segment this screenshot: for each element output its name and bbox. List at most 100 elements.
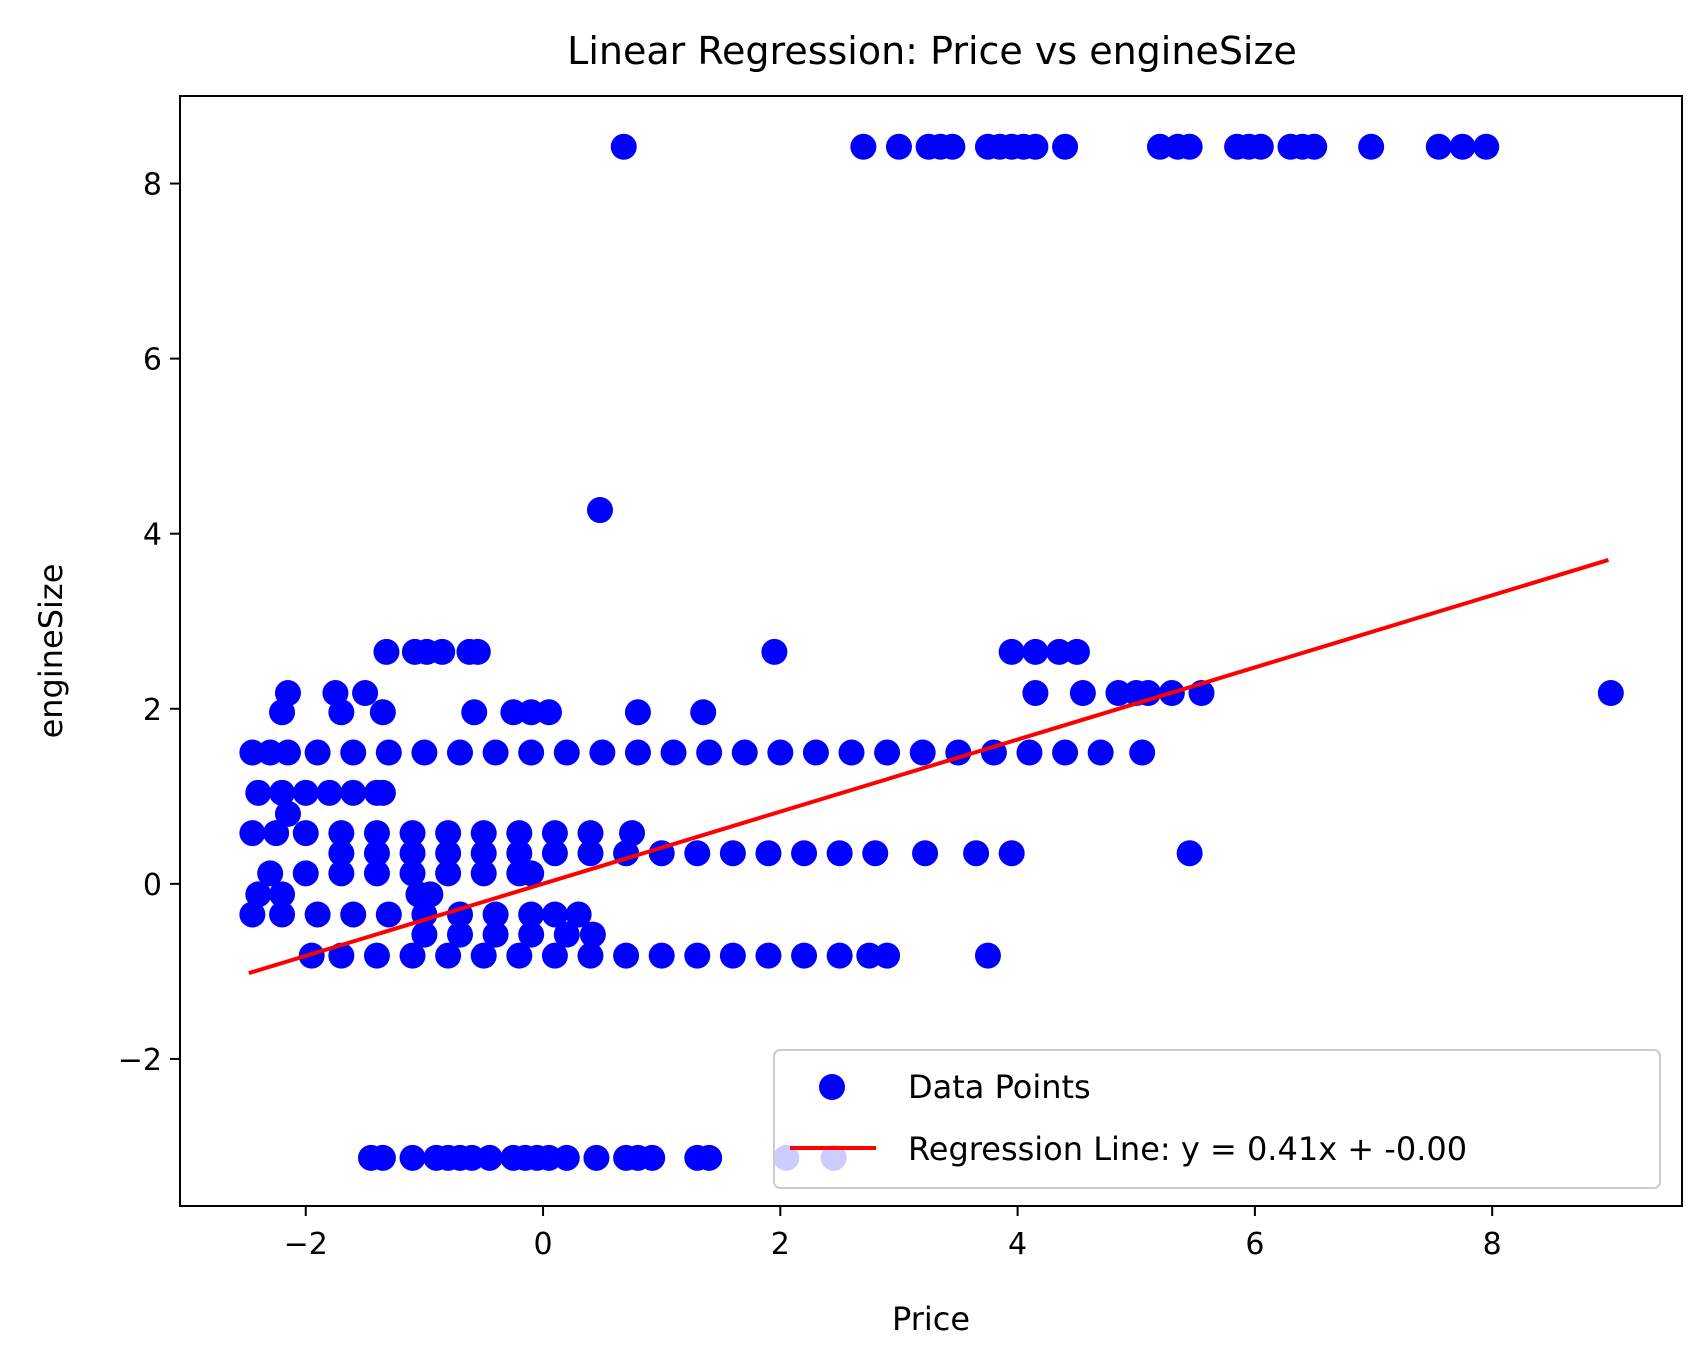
- data-point: [1022, 133, 1049, 160]
- x-tick-label: 2: [771, 1227, 790, 1262]
- y-tick-label: 2: [143, 693, 162, 728]
- data-point: [274, 800, 301, 827]
- y-tick-label: −2: [118, 1043, 162, 1078]
- data-point: [565, 901, 592, 928]
- data-point: [257, 739, 284, 766]
- data-point: [696, 1144, 723, 1171]
- data-point: [802, 739, 829, 766]
- chart-title: Linear Regression: Price vs engineSize: [567, 29, 1297, 73]
- data-point: [476, 1144, 503, 1171]
- data-point: [375, 901, 402, 928]
- data-point: [690, 699, 717, 726]
- regression-line: [248, 558, 1610, 976]
- data-point: [577, 820, 604, 847]
- data-point: [518, 921, 545, 948]
- data-point: [482, 921, 509, 948]
- data-point: [257, 860, 284, 887]
- data-point: [535, 1144, 562, 1171]
- data-point: [369, 699, 396, 726]
- data-point: [719, 942, 746, 969]
- data-point: [1449, 133, 1476, 160]
- data-point: [1022, 638, 1049, 665]
- data-point: [269, 881, 296, 908]
- data-point: [1146, 133, 1173, 160]
- data-point: [541, 840, 568, 867]
- data-point: [1063, 638, 1090, 665]
- data-point: [411, 739, 438, 766]
- plot-area-frame: [179, 95, 1683, 1207]
- data-point: [579, 921, 606, 948]
- x-tick-label: 8: [1483, 1227, 1502, 1262]
- data-point: [411, 921, 438, 948]
- data-point: [446, 739, 473, 766]
- legend-frame: [773, 1049, 1661, 1189]
- data-point: [767, 739, 794, 766]
- data-point: [639, 1144, 666, 1171]
- x-axis-label: Price: [892, 1300, 970, 1338]
- data-point: [316, 779, 343, 806]
- data-point: [1069, 680, 1096, 707]
- data-point: [541, 901, 568, 928]
- data-point: [292, 779, 319, 806]
- data-point: [885, 133, 912, 160]
- data-point: [292, 860, 319, 887]
- data-point: [791, 840, 818, 867]
- data-point: [461, 699, 488, 726]
- data-point: [838, 739, 865, 766]
- data-point: [624, 739, 651, 766]
- data-point: [755, 942, 782, 969]
- data-point: [577, 942, 604, 969]
- data-point: [1087, 739, 1114, 766]
- data-point: [435, 942, 462, 969]
- data-point: [553, 1144, 580, 1171]
- data-point: [340, 901, 367, 928]
- data-point: [328, 860, 355, 887]
- data-point: [435, 860, 462, 887]
- x-tick-label: −2: [284, 1227, 328, 1262]
- data-point: [619, 820, 646, 847]
- data-point: [274, 739, 301, 766]
- data-point: [850, 133, 877, 160]
- data-point: [292, 820, 319, 847]
- x-tick-label: 4: [1008, 1227, 1027, 1262]
- data-point: [304, 739, 331, 766]
- data-point: [719, 840, 746, 867]
- data-point: [912, 840, 939, 867]
- data-point: [696, 739, 723, 766]
- data-point: [648, 942, 675, 969]
- data-point: [826, 942, 853, 969]
- data-point: [1046, 638, 1073, 665]
- data-point: [1052, 133, 1079, 160]
- data-point: [340, 779, 367, 806]
- data-point: [269, 779, 296, 806]
- data-point: [352, 680, 379, 707]
- data-point: [518, 901, 545, 928]
- data-point: [470, 840, 497, 867]
- data-point: [791, 942, 818, 969]
- data-point: [874, 942, 901, 969]
- data-point: [328, 942, 355, 969]
- data-point: [1301, 133, 1328, 160]
- data-point: [553, 739, 580, 766]
- x-tick-label: 6: [1245, 1227, 1264, 1262]
- data-point: [1597, 680, 1624, 707]
- data-point: [1105, 680, 1132, 707]
- data-point: [1358, 133, 1385, 160]
- data-point: [269, 901, 296, 928]
- data-point: [1247, 133, 1274, 160]
- data-point: [1129, 739, 1156, 766]
- data-point: [399, 820, 426, 847]
- data-point: [761, 638, 788, 665]
- data-point: [470, 860, 497, 887]
- legend-label-data-points: Data Points: [908, 1068, 1091, 1106]
- data-point: [583, 1144, 610, 1171]
- data-point: [1022, 680, 1049, 707]
- data-point: [269, 699, 296, 726]
- data-point: [518, 860, 545, 887]
- data-point: [363, 942, 390, 969]
- legend: Data Points Regression Line: y = 0.41x +…: [773, 1049, 1661, 1189]
- data-point: [245, 881, 272, 908]
- data-points-layer: [239, 133, 1624, 1171]
- data-point: [731, 739, 758, 766]
- data-point: [363, 840, 390, 867]
